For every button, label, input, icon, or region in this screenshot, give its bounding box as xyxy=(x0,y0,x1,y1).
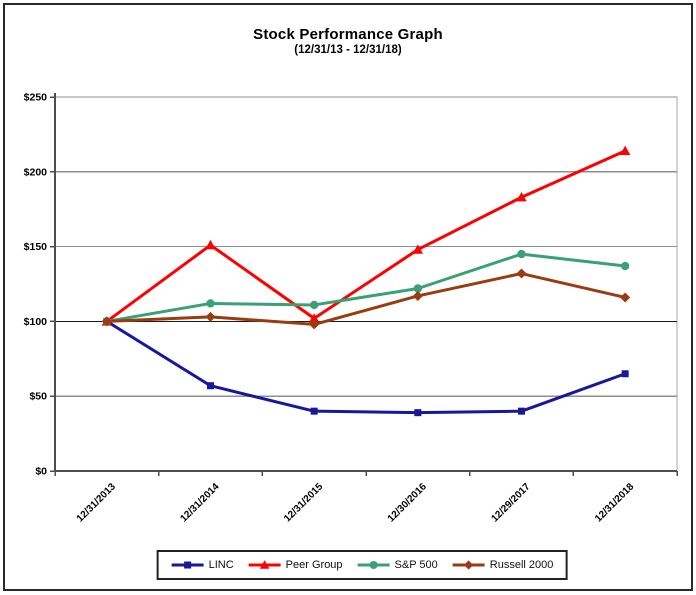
triangle-marker-icon xyxy=(516,192,527,202)
x-axis-label: 12/31/2018 xyxy=(593,481,636,524)
legend-item-peer-group: Peer Group xyxy=(248,559,343,571)
y-axis-label: $250 xyxy=(24,92,48,104)
chart-title: Stock Performance Graph xyxy=(253,26,443,43)
legend-label-linc: LINC xyxy=(208,559,234,571)
diamond-marker-icon xyxy=(101,316,112,327)
circle-marker-icon xyxy=(413,284,423,293)
diamond-marker-icon xyxy=(412,290,423,301)
square-marker-icon xyxy=(207,382,214,390)
square-marker-icon xyxy=(621,370,629,378)
series-line-s-p-500 xyxy=(105,252,627,323)
square-marker-icon xyxy=(184,561,192,569)
chart-subtitle: (12/31/13 - 12/31/18) xyxy=(294,44,402,56)
linc-legend-marker-icon xyxy=(171,561,204,569)
diamond-marker-icon xyxy=(516,268,527,279)
diamond-marker-icon xyxy=(205,311,216,322)
triangle-marker-icon xyxy=(619,145,631,156)
triangle-marker-icon xyxy=(308,313,320,323)
x-axis-label: 12/31/2013 xyxy=(75,481,118,524)
peer-group-legend-marker-icon xyxy=(248,560,281,569)
diamond-marker-icon xyxy=(309,319,320,330)
y-axis-label: $50 xyxy=(29,391,47,403)
legend-item-linc: LINC xyxy=(171,559,234,571)
diamond-marker-icon xyxy=(620,292,631,303)
legend-label-sp500: S&P 500 xyxy=(394,559,438,571)
series-line-peer-group xyxy=(105,149,627,323)
legend-label-russell-2000: Russell 2000 xyxy=(489,559,554,571)
x-axis-label: 12/31/2014 xyxy=(178,481,221,524)
series-line-linc xyxy=(105,319,627,415)
triangle-marker-icon xyxy=(205,239,216,250)
square-marker-icon xyxy=(414,409,422,417)
legend-item-russell-2000: Russell 2000 xyxy=(452,559,554,571)
circle-marker-icon xyxy=(309,300,319,310)
legend: LINC Peer Group S&P 500 Russell 2000 xyxy=(156,550,568,580)
sp500-legend-marker-icon xyxy=(357,561,390,569)
series-line-russell-2000 xyxy=(105,272,627,326)
legend-label-peer-group: Peer Group xyxy=(285,559,343,571)
y-axis-label: $150 xyxy=(24,241,48,253)
y-axis-label: $200 xyxy=(24,166,48,178)
square-marker-icon xyxy=(310,407,318,415)
legend-item-sp500: S&P 500 xyxy=(357,559,438,571)
y-axis-label: $100 xyxy=(24,316,48,328)
x-axis-label: 12/29/2017 xyxy=(489,481,532,524)
x-axis-label: 12/31/2015 xyxy=(282,481,325,524)
circle-marker-icon xyxy=(517,249,526,259)
russell-2000-legend-marker-icon xyxy=(452,560,485,570)
triangle-marker-icon xyxy=(259,560,270,569)
circle-marker-icon xyxy=(620,261,630,271)
square-marker-icon xyxy=(518,407,525,415)
triangle-marker-icon xyxy=(412,244,424,254)
circle-marker-icon xyxy=(206,299,215,308)
circle-marker-icon xyxy=(369,561,378,569)
diamond-marker-icon xyxy=(464,560,474,570)
y-axis-label: $0 xyxy=(35,466,47,478)
x-axis-label: 12/30/2016 xyxy=(386,481,429,524)
